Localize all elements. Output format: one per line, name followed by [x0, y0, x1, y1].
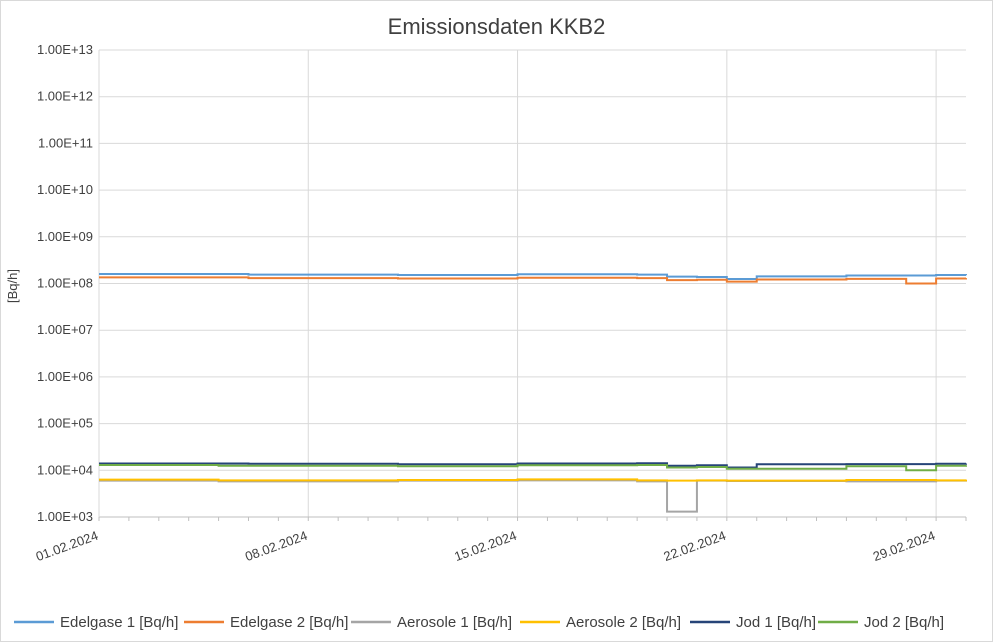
series-lines: [99, 272, 967, 513]
legend-label: Aerosole 2 [Bq/h]: [566, 614, 681, 631]
series-line: [99, 462, 967, 469]
series-line: [99, 463, 967, 472]
x-tick-label: 01.02.2024: [34, 528, 100, 564]
legend-label: Edelgase 2 [Bq/h]: [230, 614, 348, 631]
x-axis-ticks: 01.02.2024 08.02.2024 15.02.2024 22.02.2024…: [34, 528, 937, 564]
y-tick-label: 1.00E+07: [37, 322, 93, 337]
y-tick-label: 1.00E+12: [37, 89, 93, 104]
y-tick-label: 1.00E+08: [37, 276, 93, 291]
series-line: [99, 479, 967, 513]
y-tick-label: 1.00E+04: [37, 462, 93, 477]
series-line: [99, 478, 967, 482]
y-axis-ticks: 1.00E+03 1.00E+04 1.00E+05 1.00E+06 1.00E+07…: [37, 42, 93, 524]
y-tick-label: 1.00E+11: [38, 135, 93, 150]
legend-label: Jod 2 [Bq/h]: [864, 614, 944, 631]
x-tick-label: 15.02.2024: [452, 528, 518, 564]
x-tick-label: 29.02.2024: [871, 528, 937, 564]
series-line: [99, 272, 967, 280]
series-line: [99, 276, 967, 285]
y-tick-label: 1.00E+03: [37, 509, 93, 524]
x-tick-label: 08.02.2024: [243, 528, 309, 564]
x-tick-label: 22.02.2024: [662, 528, 728, 564]
legend-label: Edelgase 1 [Bq/h]: [60, 614, 178, 631]
y-tick-label: 1.00E+13: [37, 42, 93, 57]
gridlines: [98, 49, 967, 521]
y-axis-label: [Bq/h]: [5, 269, 20, 303]
y-tick-label: 1.00E+09: [37, 229, 93, 244]
chart-title: Emissionsdaten KKB2: [387, 14, 606, 39]
y-tick-label: 1.00E+10: [37, 182, 93, 197]
legend: Edelgase 1 [Bq/h] Edelgase 2 [Bq/h] Aeroso…: [14, 614, 944, 631]
y-tick-label: 1.00E+06: [37, 369, 93, 384]
legend-label: Aerosole 1 [Bq/h]: [397, 614, 512, 631]
y-tick-label: 1.00E+05: [37, 416, 93, 431]
legend-label: Jod 1 [Bq/h]: [736, 614, 816, 631]
